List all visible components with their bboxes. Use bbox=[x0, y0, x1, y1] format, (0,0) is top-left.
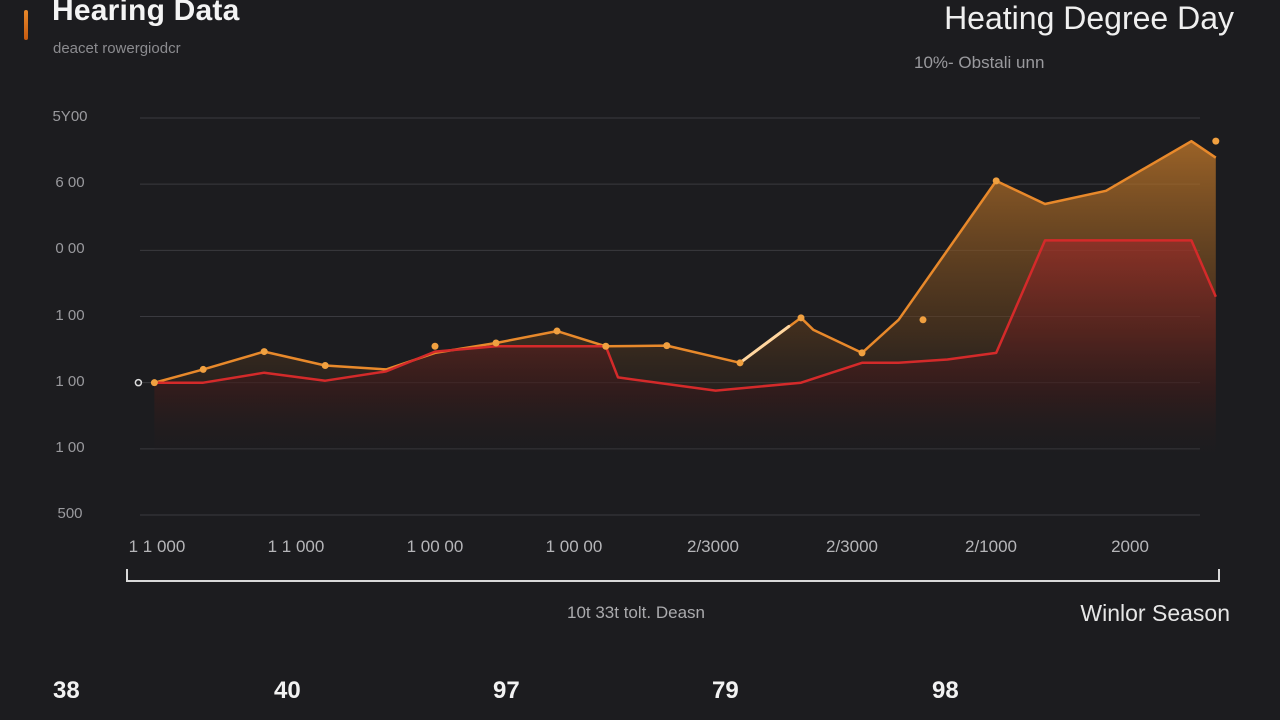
y-tick-label: 1 00 bbox=[55, 306, 85, 324]
data-point bbox=[431, 342, 439, 350]
start-marker bbox=[134, 378, 143, 387]
x-tick-label: 1 1 000 bbox=[128, 537, 186, 556]
stat-value: 98 bbox=[932, 677, 959, 704]
y-tick-label: 1 00 bbox=[55, 438, 85, 456]
x-tick-label: 2/3000 bbox=[687, 537, 739, 556]
data-point bbox=[199, 365, 207, 373]
y-tick-label: 6 00 bbox=[55, 174, 85, 192]
axis-bracket bbox=[126, 569, 1220, 582]
stat-value: 40 bbox=[274, 677, 301, 704]
y-tick-label: 5Y00 bbox=[52, 108, 88, 125]
data-point bbox=[663, 342, 671, 350]
data-point bbox=[858, 349, 866, 357]
series-areas bbox=[154, 141, 1216, 463]
data-point bbox=[919, 316, 927, 324]
data-point bbox=[1212, 137, 1220, 145]
accent-mark bbox=[24, 10, 28, 40]
data-point bbox=[797, 314, 805, 322]
stat-value: 79 bbox=[712, 677, 739, 704]
series-area-1 bbox=[154, 240, 1216, 463]
stat-value: 38 bbox=[53, 677, 80, 704]
right-subtitle: 10%- Obstali unn bbox=[914, 53, 1045, 72]
data-point bbox=[602, 342, 610, 350]
data-point bbox=[992, 177, 1000, 185]
data-point bbox=[492, 339, 500, 347]
data-point bbox=[736, 359, 744, 367]
season-label: Winlor Season bbox=[1080, 600, 1230, 626]
data-point bbox=[321, 361, 329, 369]
data-point bbox=[150, 379, 158, 387]
x-tick-label: 2/1000 bbox=[965, 537, 1017, 556]
data-point bbox=[260, 348, 268, 356]
series-lines bbox=[154, 139, 1217, 392]
stat-value: 97 bbox=[493, 677, 520, 704]
y-tick-label: 500 bbox=[57, 505, 83, 522]
series-line-0 bbox=[154, 139, 1217, 384]
x-tick-label: 1 00 00 bbox=[406, 537, 464, 556]
x-axis-caption: 10t 33t tolt. Deasn bbox=[567, 603, 705, 622]
x-tick-label: 2000 bbox=[1111, 537, 1149, 556]
x-axis-bracket bbox=[126, 569, 1220, 582]
data-markers bbox=[134, 137, 1220, 387]
x-tick-label: 1 1 000 bbox=[267, 537, 325, 556]
y-tick-label: 0 00 bbox=[55, 240, 85, 258]
x-tick-label: 2/3000 bbox=[826, 537, 878, 556]
x-tick-label: 1 00 00 bbox=[545, 537, 603, 556]
highlight-segment bbox=[738, 324, 791, 365]
chart-title: Hearing Data bbox=[52, 0, 240, 27]
data-point bbox=[553, 327, 561, 335]
right-title: Heating Degree Day bbox=[944, 0, 1234, 36]
y-tick-label: 1 00 bbox=[55, 372, 85, 390]
chart-subtitle: deacet rowergiodcr bbox=[53, 40, 181, 57]
series-line-1 bbox=[154, 239, 1217, 392]
